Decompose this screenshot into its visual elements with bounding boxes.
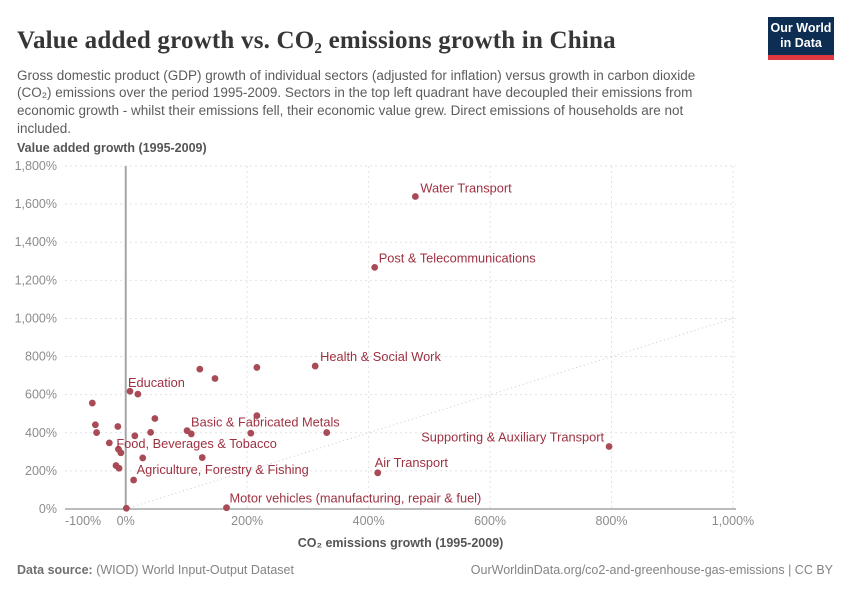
data-point[interactable] [139,454,147,462]
y-tick-label: 1,000% [15,311,57,325]
data-point[interactable] [151,415,159,422]
y-tick-label: 200% [25,464,57,478]
y-axis-title: Value added growth (1995-2009) [17,141,207,155]
logo-line-2: in Data [780,36,822,50]
data-point[interactable] [196,365,204,373]
x-axis-title: CO₂ emissions growth (1995-2009) [298,536,504,550]
data-point[interactable] [91,421,99,429]
data-point-agriculture-forestry-fishing[interactable] [130,476,138,484]
data-point-health-social-work[interactable] [311,362,319,370]
point-label: Supporting & Auxiliary Transport [421,429,604,444]
data-point-food-beverages-tobacco[interactable] [105,439,113,447]
point-label: Agriculture, Forestry & Fishing [137,462,309,477]
point-label: Food, Beverages & Tobacco [116,436,277,451]
data-point[interactable] [198,454,206,461]
data-point[interactable] [117,449,125,457]
x-tick-label: 400% [353,514,385,528]
data-point[interactable] [122,504,130,512]
point-label: Education [128,375,185,390]
y-tick-label: 1,200% [15,273,57,287]
x-tick-label: 800% [596,514,628,528]
page-subtitle: Gross domestic product (GDP) growth of i… [17,67,696,137]
data-point-post-telecommunications[interactable] [371,263,379,271]
data-point[interactable] [134,390,142,398]
y-tick-label: 800% [25,350,57,364]
data-point-water-transport[interactable] [411,193,419,200]
point-label: Health & Social Work [320,349,441,364]
logo-line-1: Our World [770,21,832,35]
y-tick-label: 0% [39,502,57,516]
y-tick-label: 1,600% [15,197,57,211]
data-source-value: (WIOD) World Input-Output Dataset [92,563,294,577]
data-source: Data source: (WIOD) World Input-Output D… [17,563,294,577]
data-point-supporting-auxiliary-transport[interactable] [605,443,613,450]
y-tick-label: 600% [25,388,57,402]
data-point[interactable] [247,429,255,437]
y-tick-label: 1,800% [15,159,57,173]
data-point[interactable] [131,432,139,440]
data-point[interactable] [253,364,261,371]
identity-line [125,317,737,510]
data-point[interactable] [115,464,123,472]
point-label: Basic & Fabricated Metals [191,415,340,430]
x-tick-label: -100% [65,514,101,528]
data-point[interactable] [93,429,100,436]
data-point[interactable] [211,375,219,382]
x-tick-label: 0% [117,514,135,528]
data-point[interactable] [323,429,331,436]
page-title: Value added growth vs. CO₂ emissions gro… [17,26,616,54]
x-tick-label: 200% [231,514,263,528]
y-tick-label: 400% [25,426,57,440]
data-point-air-transport[interactable] [374,469,382,477]
x-tick-label: 1,000% [712,514,754,528]
data-point[interactable] [253,412,261,420]
data-point[interactable] [88,399,96,407]
data-point[interactable] [147,428,155,436]
point-label: Motor vehicles (manufacturing, repair & … [230,491,482,506]
point-label: Post & Telecommunications [379,250,536,265]
data-source-label: Data source: [17,563,93,577]
y-tick-label: 1,400% [15,235,57,249]
data-point-education[interactable] [126,387,134,395]
point-label: Water Transport [420,180,512,195]
data-point[interactable] [114,423,122,430]
data-point[interactable] [187,430,195,438]
x-tick-label: 600% [474,514,506,528]
footer-link[interactable]: OurWorldinData.org/co2-and-greenhouse-ga… [470,563,833,577]
owid-logo[interactable]: Our World in Data [768,17,834,60]
point-label: Air Transport [375,455,449,470]
data-point-motor-vehicles-manufacturing-repair-fuel[interactable] [223,504,230,512]
